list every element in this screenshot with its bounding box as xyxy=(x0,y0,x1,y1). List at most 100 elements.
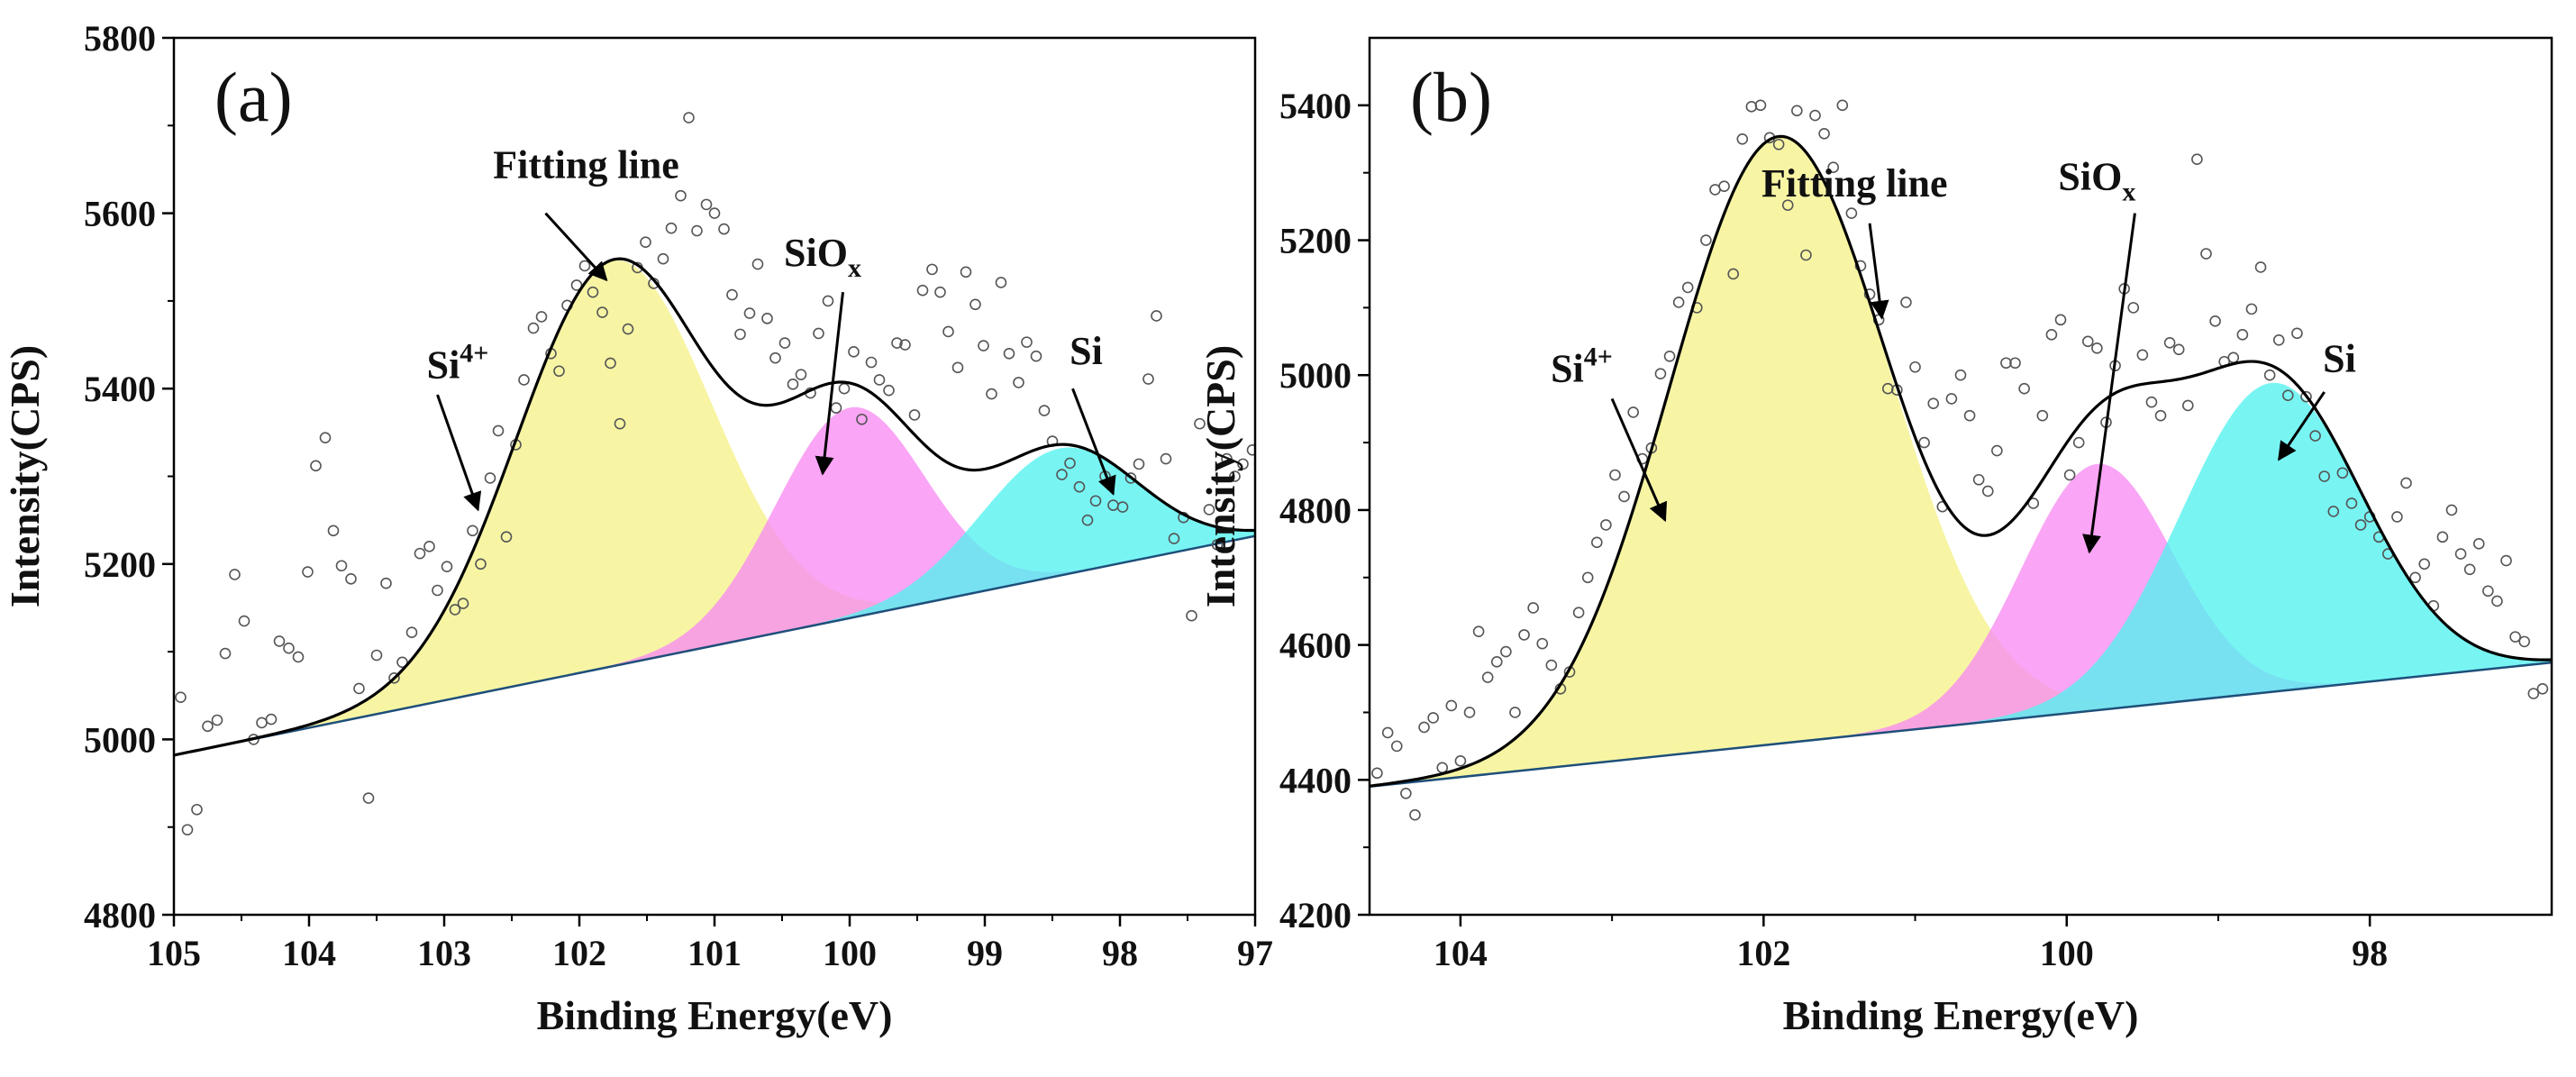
data-point xyxy=(1536,637,1549,650)
data-point xyxy=(951,361,964,374)
data-point xyxy=(1827,161,1840,173)
data-point xyxy=(2172,343,2185,356)
data-point xyxy=(838,382,851,395)
data-point xyxy=(856,413,868,425)
panel-b: 104 102 100 98 4200 4400 4600 4800 5000 5200 5400 B… xyxy=(1197,36,2553,1038)
data-point xyxy=(2391,511,2403,523)
data-point xyxy=(310,460,322,472)
data-point xyxy=(570,279,583,291)
y-tick-label: 5000 xyxy=(84,719,156,760)
data-point xyxy=(202,720,214,733)
data-point xyxy=(2182,399,2194,412)
peak-fill-si4plus xyxy=(174,260,1255,755)
data-point xyxy=(2136,349,2149,361)
data-point xyxy=(813,327,824,340)
data-point xyxy=(2291,327,2303,340)
data-point xyxy=(2263,369,2276,381)
data-point xyxy=(2236,329,2249,341)
data-point xyxy=(1545,659,1558,671)
data-point xyxy=(2491,595,2503,607)
data-point xyxy=(1845,207,1858,219)
data-point xyxy=(2054,314,2067,326)
data-point xyxy=(432,584,443,597)
x-axis-title: Binding Energy(eV) xyxy=(537,992,893,1038)
data-point xyxy=(891,337,903,349)
data-point xyxy=(2354,519,2367,531)
data-point xyxy=(665,222,678,234)
data-point xyxy=(1133,458,1145,470)
annotation-si4-: Si4+ xyxy=(427,339,489,388)
panel-label: (a) xyxy=(214,58,293,136)
data-point xyxy=(1436,762,1449,774)
data-point xyxy=(2327,506,2340,517)
data-point xyxy=(2145,396,2158,408)
data-point xyxy=(2200,248,2212,260)
data-point xyxy=(1418,721,1430,734)
data-point xyxy=(622,323,634,335)
data-point xyxy=(1927,397,1940,409)
data-point xyxy=(2500,554,2512,567)
data-point xyxy=(2418,558,2431,570)
data-point xyxy=(761,313,773,324)
data-point xyxy=(778,337,791,349)
y-tick-label: 5800 xyxy=(84,18,156,59)
data-point xyxy=(865,356,878,369)
data-point xyxy=(2191,153,2203,166)
data-point xyxy=(229,569,241,580)
data-point xyxy=(1381,726,1394,739)
data-point xyxy=(1745,101,1758,113)
data-point xyxy=(1151,310,1162,322)
data-point xyxy=(335,560,348,572)
data-point xyxy=(175,691,187,704)
data-point xyxy=(1246,444,1255,456)
y-tick-label: 5000 xyxy=(1279,355,1352,396)
data-point xyxy=(362,792,375,804)
data-point xyxy=(1900,297,1912,308)
data-point xyxy=(1030,350,1042,362)
data-point xyxy=(822,295,834,307)
data-point xyxy=(1945,393,1958,405)
x-tick-label: 104 xyxy=(282,933,336,973)
data-point xyxy=(1581,571,1594,584)
data-point xyxy=(1700,234,1712,246)
x-tick-label: 100 xyxy=(2040,933,2094,973)
data-point xyxy=(2036,409,2049,422)
data-point xyxy=(1481,671,1494,683)
x-tick-label: 105 xyxy=(147,933,201,973)
data-point xyxy=(1003,347,1015,360)
x-tick-label: 104 xyxy=(1434,933,1488,973)
y-tick-label: 5400 xyxy=(1279,86,1352,126)
baseline-line xyxy=(1370,661,2552,789)
data-point xyxy=(1591,536,1603,549)
data-point xyxy=(380,577,392,589)
data-point xyxy=(256,716,268,729)
data-point xyxy=(1527,602,1539,614)
data-point xyxy=(691,224,703,237)
x-tick-label: 99 xyxy=(967,933,1003,973)
y-axis-title: Intensity(CPS) xyxy=(2,345,48,607)
data-point xyxy=(640,236,651,249)
data-point xyxy=(492,424,505,437)
data-point xyxy=(848,346,860,358)
data-point xyxy=(978,340,989,351)
data-point xyxy=(449,604,461,616)
data-point xyxy=(405,626,418,638)
data-point xyxy=(926,263,938,276)
data-point xyxy=(319,432,332,443)
data-point xyxy=(2272,334,2285,346)
data-point xyxy=(683,112,695,123)
data-point xyxy=(787,379,799,390)
data-point xyxy=(1727,268,1739,280)
data-point xyxy=(873,374,886,386)
plot-area-b xyxy=(1370,99,2552,821)
x-tick-label: 98 xyxy=(2352,933,2388,973)
x-tick-label: 97 xyxy=(1237,933,1273,973)
data-point xyxy=(1454,755,1467,767)
peak-fill-siox xyxy=(1370,463,2552,787)
data-point xyxy=(2009,357,2021,370)
data-point xyxy=(1572,607,1585,618)
data-point xyxy=(1021,336,1033,348)
data-point xyxy=(1194,417,1206,430)
data-point xyxy=(1229,470,1241,482)
data-point xyxy=(219,647,232,660)
